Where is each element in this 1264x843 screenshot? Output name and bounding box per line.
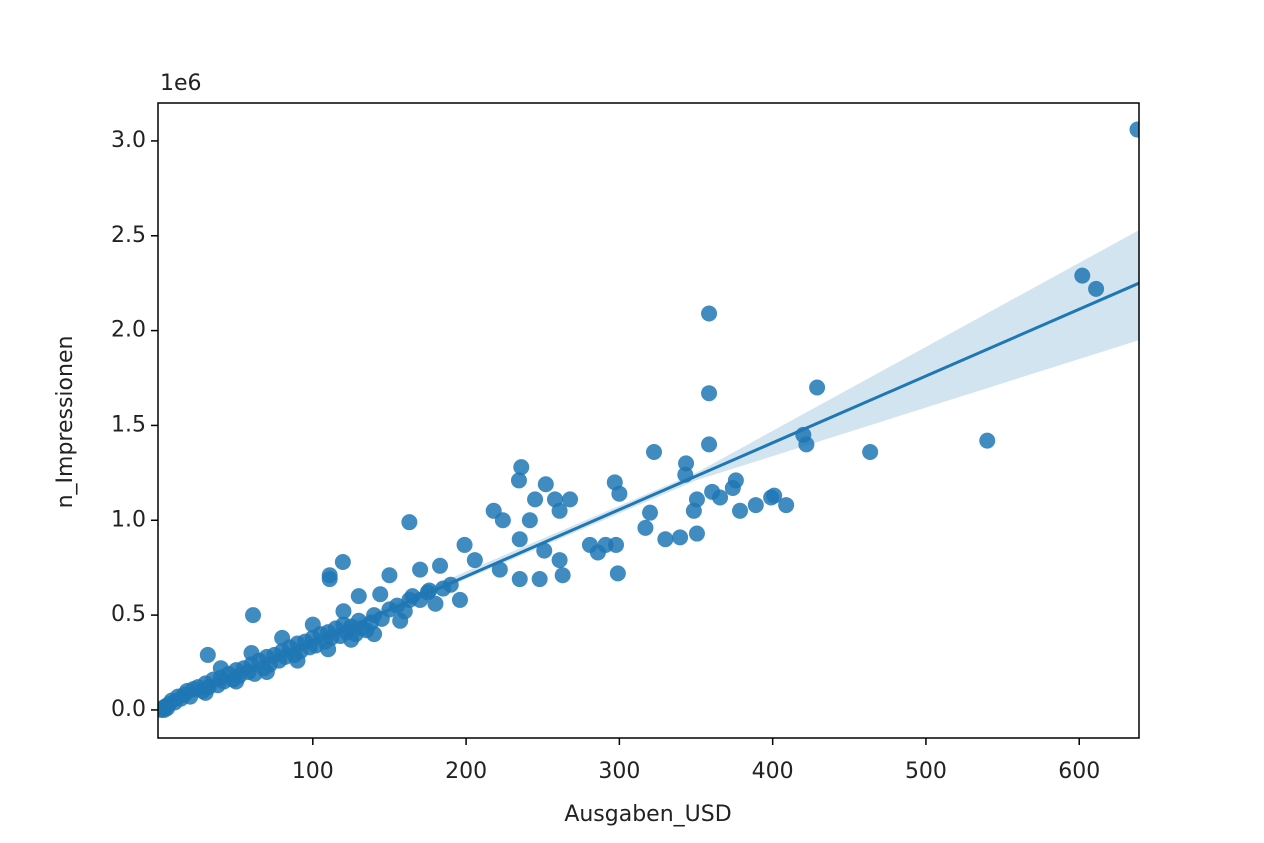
x-tick-label: 400 <box>752 759 794 784</box>
data-point <box>778 497 795 514</box>
x-tick-label: 300 <box>598 759 640 784</box>
data-point <box>672 529 689 546</box>
data-point <box>531 571 548 588</box>
data-point <box>412 561 429 578</box>
data-point <box>1129 121 1139 138</box>
data-point <box>401 514 418 531</box>
y-tick-label: 3.0 <box>111 128 146 153</box>
data-point <box>642 504 659 521</box>
data-point <box>551 502 568 519</box>
data-point <box>637 519 654 536</box>
data-point <box>747 497 764 514</box>
data-point <box>456 536 473 553</box>
data-point <box>1074 267 1091 284</box>
data-point <box>609 565 626 582</box>
data-point <box>451 591 468 608</box>
data-point <box>1088 280 1105 297</box>
data-point <box>466 552 483 569</box>
data-point <box>335 603 352 620</box>
data-point <box>350 588 367 605</box>
data-point <box>551 552 568 569</box>
data-point <box>199 646 216 663</box>
data-point <box>979 432 996 449</box>
plot-frame <box>157 102 1140 739</box>
y-tick-label: 0.5 <box>111 602 146 627</box>
data-point <box>685 502 702 519</box>
y-tick-label: 0.0 <box>111 697 146 722</box>
x-tick-label: 200 <box>445 759 487 784</box>
data-point <box>511 571 528 588</box>
data-point <box>701 385 718 402</box>
data-point <box>366 626 383 643</box>
data-point <box>712 489 729 506</box>
data-point <box>245 607 262 624</box>
y-axis-label: n_Impressionen <box>53 336 78 509</box>
data-point <box>562 491 579 508</box>
data-point <box>513 459 530 476</box>
data-point <box>392 612 409 629</box>
data-point <box>798 436 815 453</box>
data-point <box>372 586 389 603</box>
data-point <box>521 512 538 529</box>
data-point <box>511 531 528 548</box>
data-point <box>510 472 527 489</box>
y-offset-label: 1e6 <box>160 71 202 96</box>
data-point <box>611 485 628 502</box>
data-point <box>809 379 826 396</box>
y-tick-label: 2.0 <box>111 318 146 343</box>
data-point <box>646 443 663 460</box>
data-point <box>427 595 444 612</box>
data-point <box>724 480 741 497</box>
data-point <box>381 567 398 584</box>
x-axis-label: Ausgaben_USD <box>564 802 731 827</box>
regression-line <box>158 281 1139 712</box>
data-point <box>688 525 705 542</box>
y-tick-label: 2.5 <box>111 223 146 248</box>
x-tick-label: 600 <box>1058 759 1100 784</box>
data-point <box>862 443 879 460</box>
data-point <box>334 553 351 570</box>
data-point <box>732 502 749 519</box>
data-point <box>701 436 718 453</box>
data-point <box>432 557 449 574</box>
data-point <box>494 512 511 529</box>
x-tick-label: 100 <box>292 759 334 784</box>
y-tick-label: 1.5 <box>111 412 146 437</box>
data-point <box>701 305 718 322</box>
data-point <box>657 531 674 548</box>
data-point <box>554 567 571 584</box>
data-point <box>678 455 695 472</box>
data-point <box>537 476 554 493</box>
data-point <box>321 571 338 588</box>
x-tick-label: 500 <box>905 759 947 784</box>
data-point <box>766 487 783 504</box>
data-point <box>608 536 625 553</box>
data-point <box>491 561 508 578</box>
data-point <box>536 542 553 559</box>
data-point <box>527 491 544 508</box>
y-tick-label: 1.0 <box>111 507 146 532</box>
